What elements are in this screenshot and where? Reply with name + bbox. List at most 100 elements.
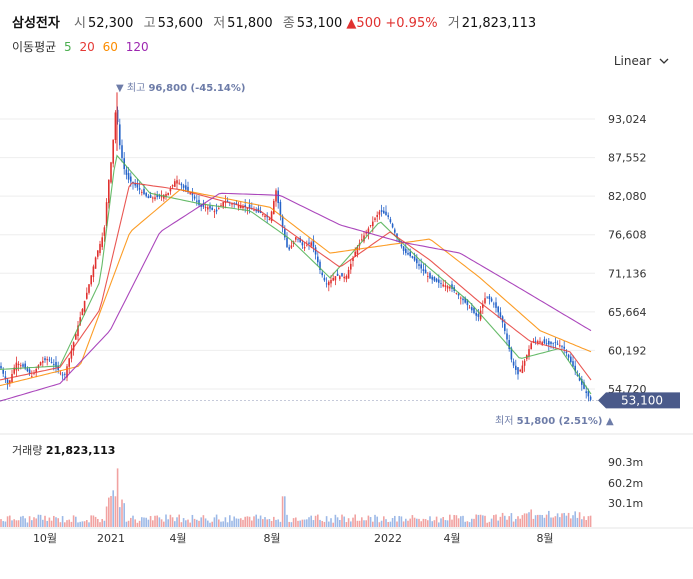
candle-body [114,112,117,140]
volume-title: 거래량 21,823,113 [12,444,115,457]
candle-body [570,356,572,363]
candle-body [156,194,158,198]
volume-bar [15,520,18,527]
volume-bar [394,515,396,527]
scale-dropdown[interactable]: Linear [614,54,669,68]
volume-bar [176,517,178,527]
volume-bar [519,518,521,527]
candle-body [433,276,436,281]
volume-bar [501,512,504,527]
candle-body [303,247,306,249]
candle-body [28,369,31,374]
volume-bar [284,496,286,527]
volume-bar [64,522,66,527]
volume-bar [376,516,378,527]
volume-bar [101,518,103,527]
volume-bar [299,520,301,527]
candle-body [517,367,519,375]
candle-body [556,343,559,345]
volume-bar [517,516,519,527]
candle-body [66,366,68,378]
volume-bar [578,512,581,527]
candle-body [281,215,284,228]
ma20-legend[interactable]: 20 [79,40,95,54]
candle-body [143,188,145,195]
candle-body [17,363,20,366]
volume-bar [363,520,365,527]
candle-body [471,307,473,311]
volume-label: 거 [447,16,460,31]
candle-body [559,345,561,347]
candle-body [26,368,29,372]
volume-bar [391,518,394,527]
ma5-legend[interactable]: 5 [64,40,72,54]
volume-bar [528,512,530,527]
candle-body [477,314,480,317]
candle-body [413,256,416,261]
volume-bar [521,515,524,527]
candle-body [187,186,189,192]
volume-bar [328,521,330,527]
high-value: 53,600 [157,16,204,31]
time-tick-label: 10월 [33,532,57,545]
volume-bar [581,519,583,527]
volume-bar [493,515,495,527]
ma60-legend[interactable]: 60 [102,40,118,54]
volume-bar [204,518,207,527]
volume-bar [409,518,411,527]
volume-bar [462,515,464,527]
candle-body [231,203,233,205]
candle-body [0,365,2,369]
candle-body [400,244,403,247]
low-label: 저 [213,16,226,31]
volume-title-value: 21,823,113 [46,444,116,457]
volume-bar [556,513,559,527]
candle-body [211,207,213,210]
candle-body [279,201,282,216]
volume-bar [262,519,264,527]
volume-bar [563,512,565,527]
stock-name: 삼성전자 [12,16,60,31]
candle-body [171,185,174,187]
volume-bar [286,514,288,527]
volume-bar [259,515,262,527]
volume-bar [105,506,108,527]
volume-bar [515,518,517,527]
volume-bar [154,515,156,527]
candle-body [130,176,132,182]
volume-bar [224,517,227,527]
volume-bar [231,520,233,527]
candle-body [314,247,317,255]
candle-body [59,372,62,374]
volume-bar [48,517,51,527]
candle-body [134,183,136,186]
volume-bar [200,517,202,527]
volume-bar [374,514,376,527]
volume-bar [387,522,389,527]
volume-bar [158,517,161,527]
ma5-line [0,154,592,395]
volume-bar [53,515,55,527]
volume-bar [222,521,224,527]
candle-body [77,325,79,337]
volume-bar [171,517,174,527]
volume-bar [4,521,7,527]
candle-body [218,208,220,210]
low-annotation: 최저 51,800 (2.51%) ▲ [495,415,614,427]
volume-bar [138,520,141,527]
candle-body [112,139,114,164]
candle-body [207,207,209,210]
candle-body [226,200,229,203]
ma120-legend[interactable]: 120 [125,40,149,54]
volume-bar [149,516,152,527]
candle-body [378,211,381,215]
volume-bar [136,522,139,527]
volume-bar [488,521,491,527]
price-grid [0,118,595,390]
volume-bar [79,521,81,527]
price-tick-label: 82,080 [608,190,647,203]
volume-bar [308,517,310,527]
candle-body [567,354,570,358]
candle-body [350,263,352,270]
